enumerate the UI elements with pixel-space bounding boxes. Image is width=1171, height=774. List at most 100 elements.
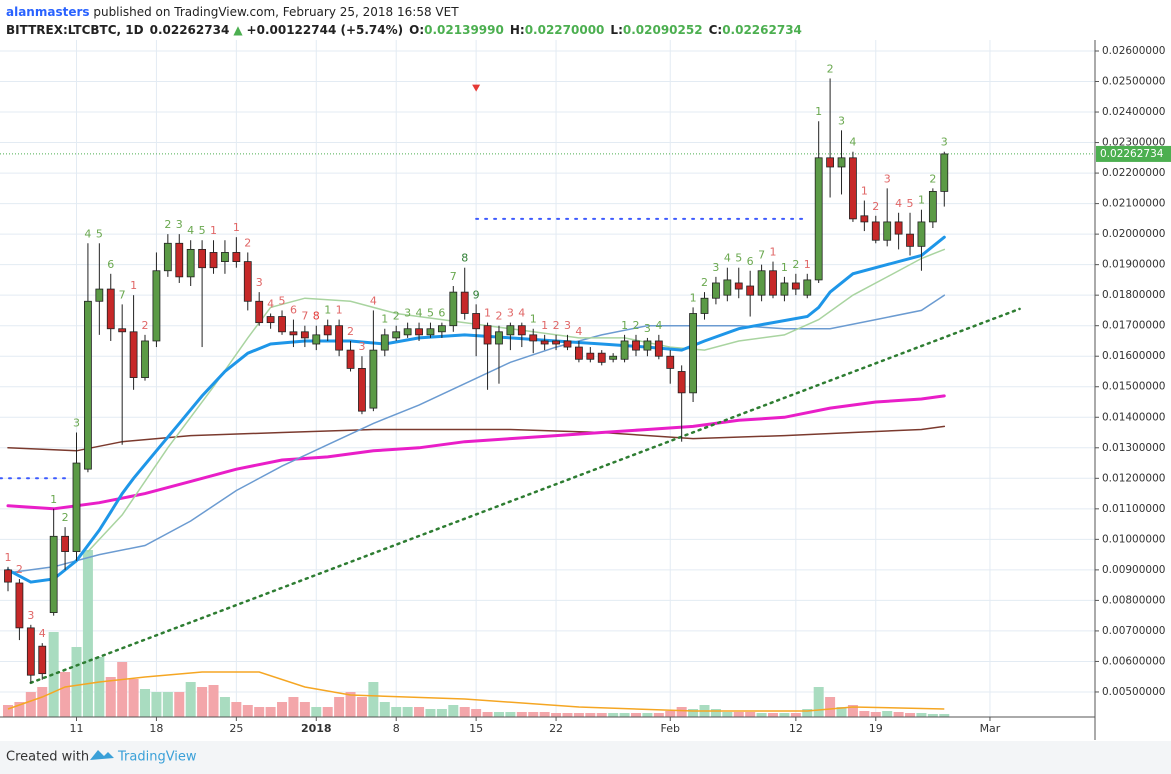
setup-count: 2 (244, 236, 251, 249)
setup-count: 2 (792, 258, 799, 271)
candle-body (323, 325, 332, 336)
volume-bar (847, 705, 858, 717)
volume-ma (7, 671, 945, 712)
volume-bar (779, 713, 790, 717)
candle-body (266, 316, 275, 324)
volume-bar (905, 713, 916, 717)
x-tick-label: 25 (229, 722, 243, 735)
ohlc-label: H: (510, 23, 525, 37)
volume-bar (665, 711, 676, 717)
candle-body (483, 325, 492, 345)
y-tick-label: 0.01400000 (1102, 411, 1165, 423)
candle-body (495, 331, 503, 345)
footer-brand[interactable]: TradingView (117, 750, 197, 765)
candle-body (243, 261, 252, 302)
volume-bar (219, 697, 230, 717)
candle-body (700, 297, 709, 314)
candle-body (917, 221, 926, 247)
candle-body (529, 334, 538, 342)
setup-count: 2 (701, 276, 708, 289)
candle-body (894, 221, 903, 235)
volume-bar (345, 692, 356, 717)
volume-bar (596, 713, 607, 717)
candle-body (335, 325, 344, 351)
candle-body (15, 582, 24, 629)
setup-count: 2 (495, 310, 502, 323)
setup-count: 1 (484, 307, 491, 320)
y-tick-label: 0.01800000 (1102, 289, 1165, 301)
y-tick-label: 0.01700000 (1102, 320, 1165, 332)
volume-bar (813, 687, 824, 717)
volume-bar (710, 709, 721, 717)
volume-bar (425, 709, 436, 717)
volume-bar (505, 712, 516, 717)
x-tick-label: 11 (70, 722, 84, 735)
candle-body (403, 328, 412, 336)
setup-count: 1 (815, 105, 822, 118)
setup-count: 4 (895, 197, 902, 210)
candle-body (552, 340, 560, 345)
setup-count: 1 (770, 246, 777, 259)
candle-body (837, 157, 846, 168)
setup-count: 1 (530, 313, 537, 326)
candle-body (860, 215, 869, 223)
volume-bar (25, 692, 36, 717)
setup-count: 5 (96, 227, 103, 240)
volume-bar (676, 707, 687, 717)
setup-count: 1 (210, 224, 217, 237)
setup-count: 1 (50, 493, 57, 506)
indicator-line (29, 307, 1021, 685)
candle-body (437, 325, 446, 333)
setup-count: 2 (393, 310, 400, 323)
setup-count: 6 (438, 307, 445, 320)
volume-bar (733, 712, 744, 717)
volume-bar (573, 713, 584, 717)
author[interactable]: alanmasters (6, 5, 90, 19)
candle-body (689, 313, 697, 394)
setup-count: 4 (518, 307, 525, 320)
volume-bar (882, 711, 893, 717)
volume-bar (893, 712, 904, 717)
setup-count: 1 (381, 313, 388, 326)
x-tick-label: Feb (661, 722, 680, 735)
y-tick-label: 0.00600000 (1102, 655, 1165, 667)
volume-bar (105, 677, 116, 717)
volume-bar (642, 713, 653, 717)
volume-bar (836, 707, 847, 717)
volume-bar (436, 709, 447, 717)
setup-count: 4 (39, 627, 46, 640)
candle-body (574, 346, 583, 360)
setup-count: 4 (849, 136, 856, 149)
x-tick-label: 2018 (301, 722, 332, 735)
setup-count: 3 (27, 609, 34, 622)
volume-bar (37, 687, 48, 717)
candle-body (506, 325, 515, 336)
candle-body (677, 371, 686, 394)
setup-count: 3 (884, 172, 891, 185)
volume-bar (71, 647, 82, 717)
last-price-box (1096, 145, 1171, 162)
candle-body (26, 627, 35, 676)
candle-body (49, 535, 58, 614)
candle-body (883, 221, 892, 241)
setup-count: 1 (233, 221, 240, 234)
y-tick-label: 0.02300000 (1102, 137, 1165, 149)
x-tick-label: 19 (869, 722, 883, 735)
y-tick-label: 0.02000000 (1102, 228, 1165, 240)
x-tick-label: 18 (149, 722, 163, 735)
candle-body (449, 291, 458, 327)
y-tick-label: 0.00700000 (1102, 625, 1165, 637)
candle-body (152, 270, 161, 342)
setup-count: 6 (290, 304, 297, 317)
volume-bar (859, 711, 870, 717)
setup-count: 4 (187, 224, 194, 237)
volume-bar (391, 707, 402, 717)
setup-count: 3 (712, 261, 719, 274)
setup-count: 8 (313, 310, 320, 323)
setup-count: 1 (781, 261, 788, 274)
setup-count: 4 (416, 307, 423, 320)
candle-body (118, 328, 127, 333)
setup-count: 2 (929, 172, 936, 185)
candle-body (723, 279, 732, 296)
candle-body (289, 331, 298, 336)
